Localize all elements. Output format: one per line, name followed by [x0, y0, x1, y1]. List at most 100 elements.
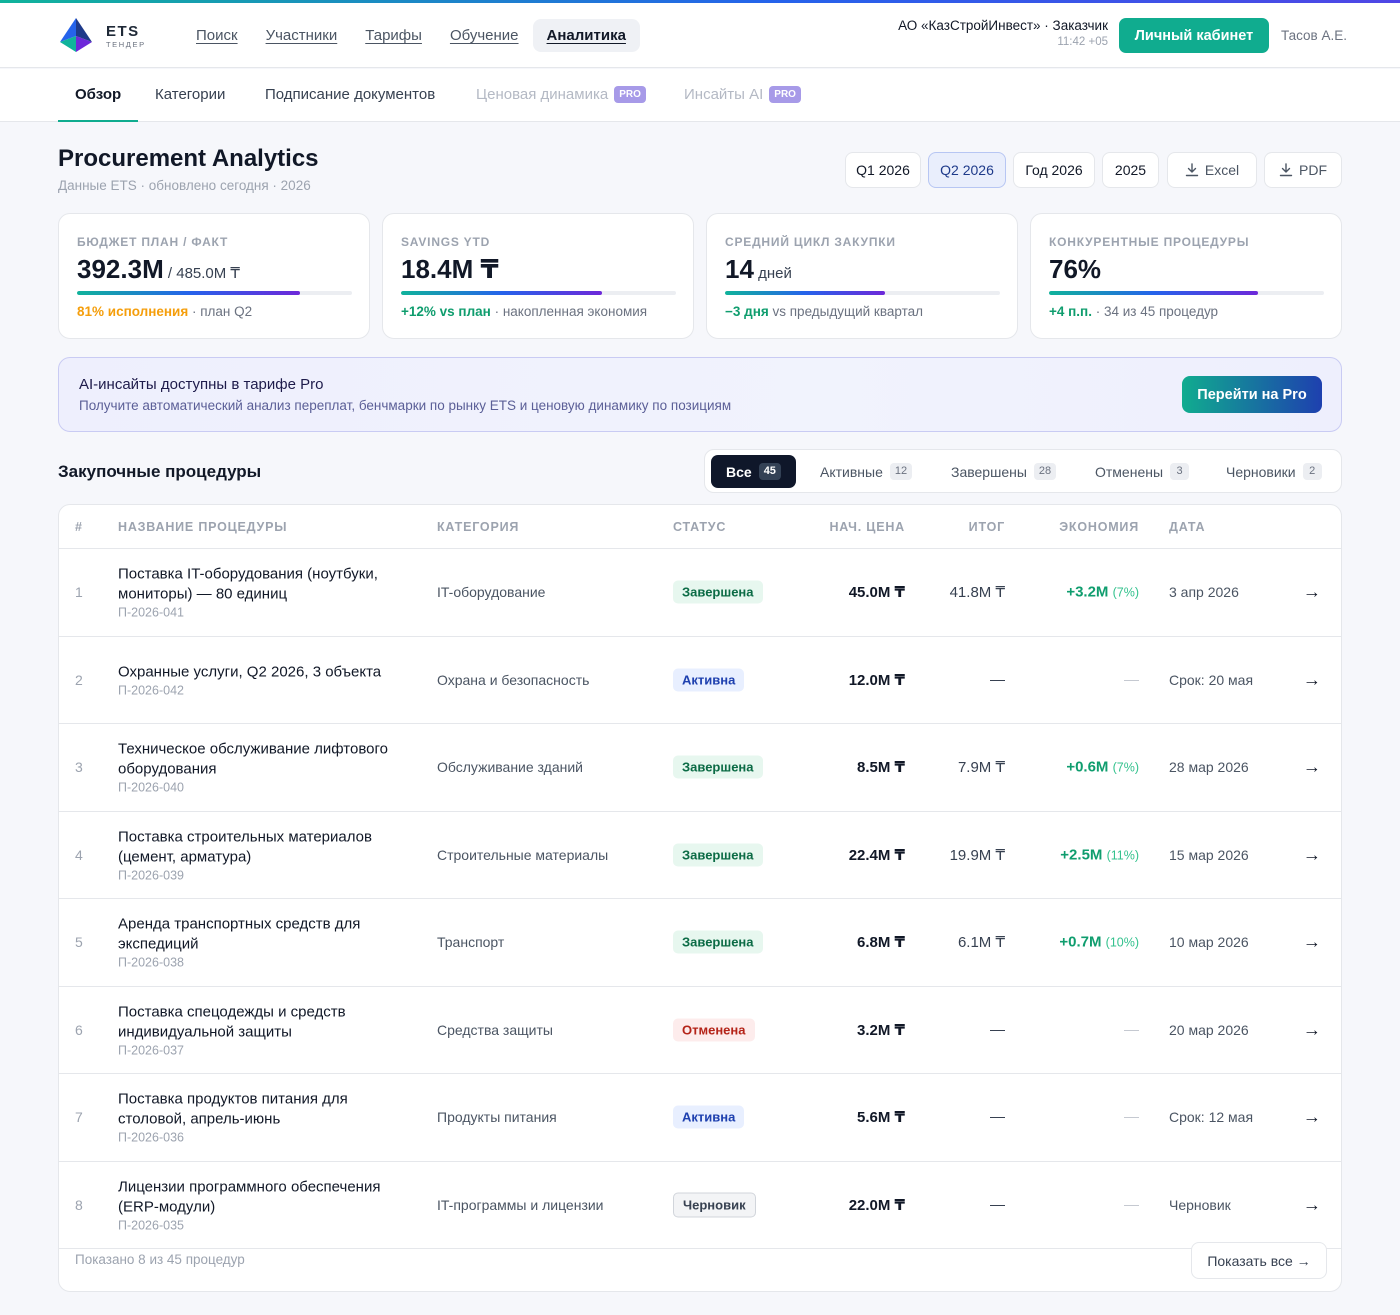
procedure-name[interactable]: Лицензии программного обеспечения (ERP-м… — [118, 1178, 381, 1216]
kpi-note-text: · накопленная экономия — [490, 304, 648, 319]
table-row[interactable]: 5 Аренда транспортных средств для экспеди… — [59, 899, 1341, 987]
tab-overview[interactable]: Обзор — [58, 69, 139, 122]
procedures-title: Закупочные процедуры — [58, 462, 262, 481]
table-row[interactable]: 4 Поставка строительных материалов (цемен… — [59, 812, 1341, 899]
status-cell: Активна — [673, 1105, 745, 1129]
procedure-name[interactable]: Аренда транспортных средств для экспедиц… — [118, 915, 361, 953]
table-row[interactable]: 1 Поставка IT-оборудования (ноутбуки, мон… — [59, 549, 1341, 637]
filter-count: 3 — [1170, 463, 1190, 480]
filter-drafts[interactable]: Черновики 2 — [1211, 455, 1337, 488]
savings-percent: (7%) — [1112, 760, 1139, 775]
table-row[interactable]: 7 Поставка продуктов питания для столовой… — [59, 1074, 1341, 1162]
result-price: 19.9M ₸ — [949, 846, 1005, 864]
arrow-right-icon[interactable]: → — [1303, 1019, 1321, 1040]
show-all-button[interactable]: Показать все → — [1191, 1242, 1327, 1279]
table-row[interactable]: 6 Поставка спецодежды и средств индивидуа… — [59, 987, 1341, 1074]
kpi-note-highlight: 81% исполнения — [77, 304, 189, 319]
arrow-right-icon[interactable]: → — [1303, 844, 1321, 865]
upgrade-to-pro-button[interactable]: Перейти на Pro — [1182, 376, 1322, 413]
tab-document-signing[interactable]: Подписание документов — [265, 69, 435, 122]
nav-learning[interactable]: Обучение — [449, 27, 519, 44]
table-row[interactable]: 8 Лицензии программного обеспечения (ERP-… — [59, 1162, 1341, 1249]
column-header-start-price: НАЧ. ЦЕНА — [829, 520, 905, 534]
status-cell: Черновик — [673, 1192, 756, 1218]
start-price: 22.4M ₸ — [848, 846, 905, 864]
table-row[interactable]: 2 Охранные услуги, Q2 2026, 3 объекта П-20… — [59, 637, 1341, 724]
download-icon — [1185, 163, 1199, 177]
filter-all[interactable]: Все 45 — [711, 455, 796, 488]
kpi-progress-fill — [725, 291, 885, 295]
result-price: — — [990, 1108, 1005, 1126]
tab-price-dynamics[interactable]: Ценовая динамика PRO — [476, 69, 646, 122]
procedure-name[interactable]: Охранные услуги, Q2 2026, 3 объекта — [118, 663, 382, 681]
tab-price-dynamics-label: Ценовая динамика — [476, 86, 609, 103]
nav-tariffs[interactable]: Тарифы — [365, 27, 422, 44]
row-number: 6 — [75, 1021, 83, 1038]
tab-categories[interactable]: Категории — [155, 69, 225, 122]
pro-upsell-banner: AI-инсайты доступны в тарифе Pro Получит… — [58, 357, 1342, 432]
start-price: 5.6M ₸ — [857, 1109, 905, 1127]
savings-value: +2.5M — [1060, 846, 1103, 864]
kpi-progress-fill — [401, 291, 602, 295]
kpi-cycle-card: СРЕДНИЙ ЦИКЛ ЗАКУПКИ 14 дней −3 дня vs п… — [706, 213, 1018, 339]
savings-cell: — — [1124, 1196, 1139, 1213]
procedure-name-cell: Охранные услуги, Q2 2026, 3 объекта П-202… — [118, 662, 408, 697]
arrow-right-icon[interactable]: → — [1303, 931, 1321, 952]
brand-logo[interactable]: ETS ТЕНДЕР — [58, 16, 158, 54]
period-q2-2026-button[interactable]: Q2 2026 — [928, 152, 1006, 188]
procedure-name[interactable]: Поставка продуктов питания для столовой,… — [118, 1090, 348, 1128]
start-price: 6.8M ₸ — [857, 934, 905, 952]
filter-count: 2 — [1302, 463, 1322, 480]
savings-percent: (7%) — [1112, 585, 1139, 600]
arrow-right-icon[interactable]: → — [1303, 581, 1321, 602]
kpi-note-highlight: +12% vs план — [401, 304, 491, 319]
procedure-category: Обслуживание зданий — [437, 759, 583, 776]
user-name[interactable]: Тасов А.Е. — [1281, 28, 1347, 43]
tab-ai-insights[interactable]: Инсайты AI PRO — [684, 69, 801, 122]
kpi-progress-fill — [1049, 291, 1258, 295]
procedure-name[interactable]: Поставка спецодежды и средств индивидуал… — [118, 1003, 346, 1041]
period-year-2026-button[interactable]: Год 2026 — [1013, 152, 1095, 188]
tab-document-signing-label: Подписание документов — [265, 86, 436, 103]
personal-cabinet-button[interactable]: Личный кабинет — [1119, 18, 1269, 53]
kpi-value: 392.3M / 485.0M ₸ — [77, 254, 240, 285]
result-price: — — [990, 1196, 1005, 1214]
export-excel-button[interactable]: Excel — [1167, 152, 1257, 188]
status-badge: Завершена — [673, 930, 763, 954]
procedure-name-cell: Поставка продуктов питания для столовой,… — [118, 1090, 408, 1145]
arrow-right-icon[interactable]: → — [1303, 1194, 1321, 1215]
row-number: 7 — [75, 1109, 83, 1126]
filter-cancelled[interactable]: Отменены 3 — [1080, 455, 1204, 488]
procedure-name[interactable]: Поставка строительных материалов (цемент… — [118, 828, 372, 866]
savings-value: +0.7M — [1059, 933, 1102, 951]
column-header-result: ИТОГ — [968, 520, 1005, 534]
filter-active[interactable]: Активные 12 — [805, 455, 927, 488]
filter-completed[interactable]: Завершены 28 — [936, 455, 1071, 488]
arrow-right-icon[interactable]: → — [1303, 1106, 1321, 1127]
arrow-right-icon[interactable]: → — [1303, 669, 1321, 690]
savings-cell: +0.7M (10%) — [1059, 934, 1139, 951]
export-pdf-button[interactable]: PDF — [1264, 152, 1342, 188]
procedures-table: # НАЗВАНИЕ ПРОЦЕДУРЫ КАТЕГОРИЯ СТАТУС НА… — [58, 504, 1342, 1292]
table-row[interactable]: 3 Техническое обслуживание лифтового обор… — [59, 724, 1341, 812]
organization-name: АО «КазСтройИнвест» · Заказчик — [898, 18, 1108, 33]
procedure-name[interactable]: Техническое обслуживание лифтового обору… — [118, 740, 388, 778]
savings-cell: +2.5M (11%) — [1060, 846, 1139, 863]
start-price: 12.0M ₸ — [848, 671, 905, 689]
arrow-right-icon[interactable]: → — [1303, 756, 1321, 777]
period-2025-button[interactable]: 2025 — [1102, 152, 1159, 188]
procedure-name[interactable]: Поставка IT-оборудования (ноутбуки, мони… — [118, 565, 378, 603]
status-badge: Черновик — [673, 1192, 756, 1218]
procedure-code: П-2026-036 — [118, 1130, 184, 1145]
procedure-date: 28 мар 2026 — [1169, 759, 1249, 776]
period-q1-2026-button[interactable]: Q1 2026 — [845, 152, 921, 188]
nav-participants[interactable]: Участники — [265, 27, 338, 44]
column-header-category: КАТЕГОРИЯ — [437, 520, 520, 534]
procedure-category: IT-программы и лицензии — [437, 1196, 604, 1213]
kpi-value: 14 дней — [725, 254, 792, 285]
row-number: 3 — [75, 759, 83, 776]
status-cell: Завершена — [673, 843, 763, 867]
nav-analytics[interactable]: Аналитика — [532, 19, 640, 52]
status-cell: Завершена — [673, 930, 763, 954]
nav-search[interactable]: Поиск — [196, 27, 238, 44]
